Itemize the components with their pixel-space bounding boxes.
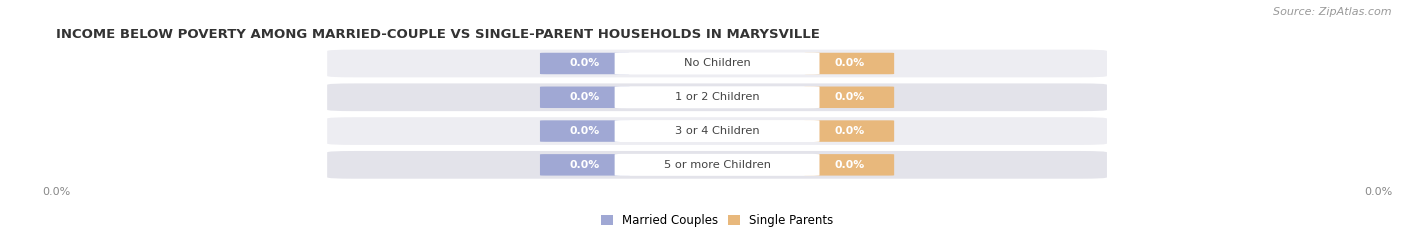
- FancyBboxPatch shape: [328, 83, 1107, 111]
- Text: No Children: No Children: [683, 58, 751, 69]
- FancyBboxPatch shape: [614, 120, 820, 142]
- Text: INCOME BELOW POVERTY AMONG MARRIED-COUPLE VS SINGLE-PARENT HOUSEHOLDS IN MARYSVI: INCOME BELOW POVERTY AMONG MARRIED-COUPL…: [56, 28, 820, 41]
- FancyBboxPatch shape: [614, 86, 820, 108]
- Text: 0.0%: 0.0%: [834, 160, 865, 170]
- FancyBboxPatch shape: [540, 53, 630, 74]
- FancyBboxPatch shape: [804, 53, 894, 74]
- Text: 0.0%: 0.0%: [834, 126, 865, 136]
- FancyBboxPatch shape: [540, 154, 630, 176]
- FancyBboxPatch shape: [540, 86, 630, 108]
- FancyBboxPatch shape: [614, 52, 820, 75]
- Text: 5 or more Children: 5 or more Children: [664, 160, 770, 170]
- FancyBboxPatch shape: [614, 154, 820, 176]
- Text: 0.0%: 0.0%: [569, 126, 600, 136]
- FancyBboxPatch shape: [540, 120, 630, 142]
- Text: 0.0%: 0.0%: [834, 58, 865, 69]
- Text: 0.0%: 0.0%: [569, 58, 600, 69]
- FancyBboxPatch shape: [804, 120, 894, 142]
- Text: 3 or 4 Children: 3 or 4 Children: [675, 126, 759, 136]
- FancyBboxPatch shape: [804, 154, 894, 176]
- Text: 0.0%: 0.0%: [569, 92, 600, 102]
- Text: 0.0%: 0.0%: [834, 92, 865, 102]
- Text: Source: ZipAtlas.com: Source: ZipAtlas.com: [1274, 7, 1392, 17]
- Text: 1 or 2 Children: 1 or 2 Children: [675, 92, 759, 102]
- FancyBboxPatch shape: [328, 151, 1107, 179]
- FancyBboxPatch shape: [804, 86, 894, 108]
- Legend: Married Couples, Single Parents: Married Couples, Single Parents: [600, 214, 834, 227]
- FancyBboxPatch shape: [328, 117, 1107, 145]
- Text: 0.0%: 0.0%: [569, 160, 600, 170]
- FancyBboxPatch shape: [328, 50, 1107, 77]
